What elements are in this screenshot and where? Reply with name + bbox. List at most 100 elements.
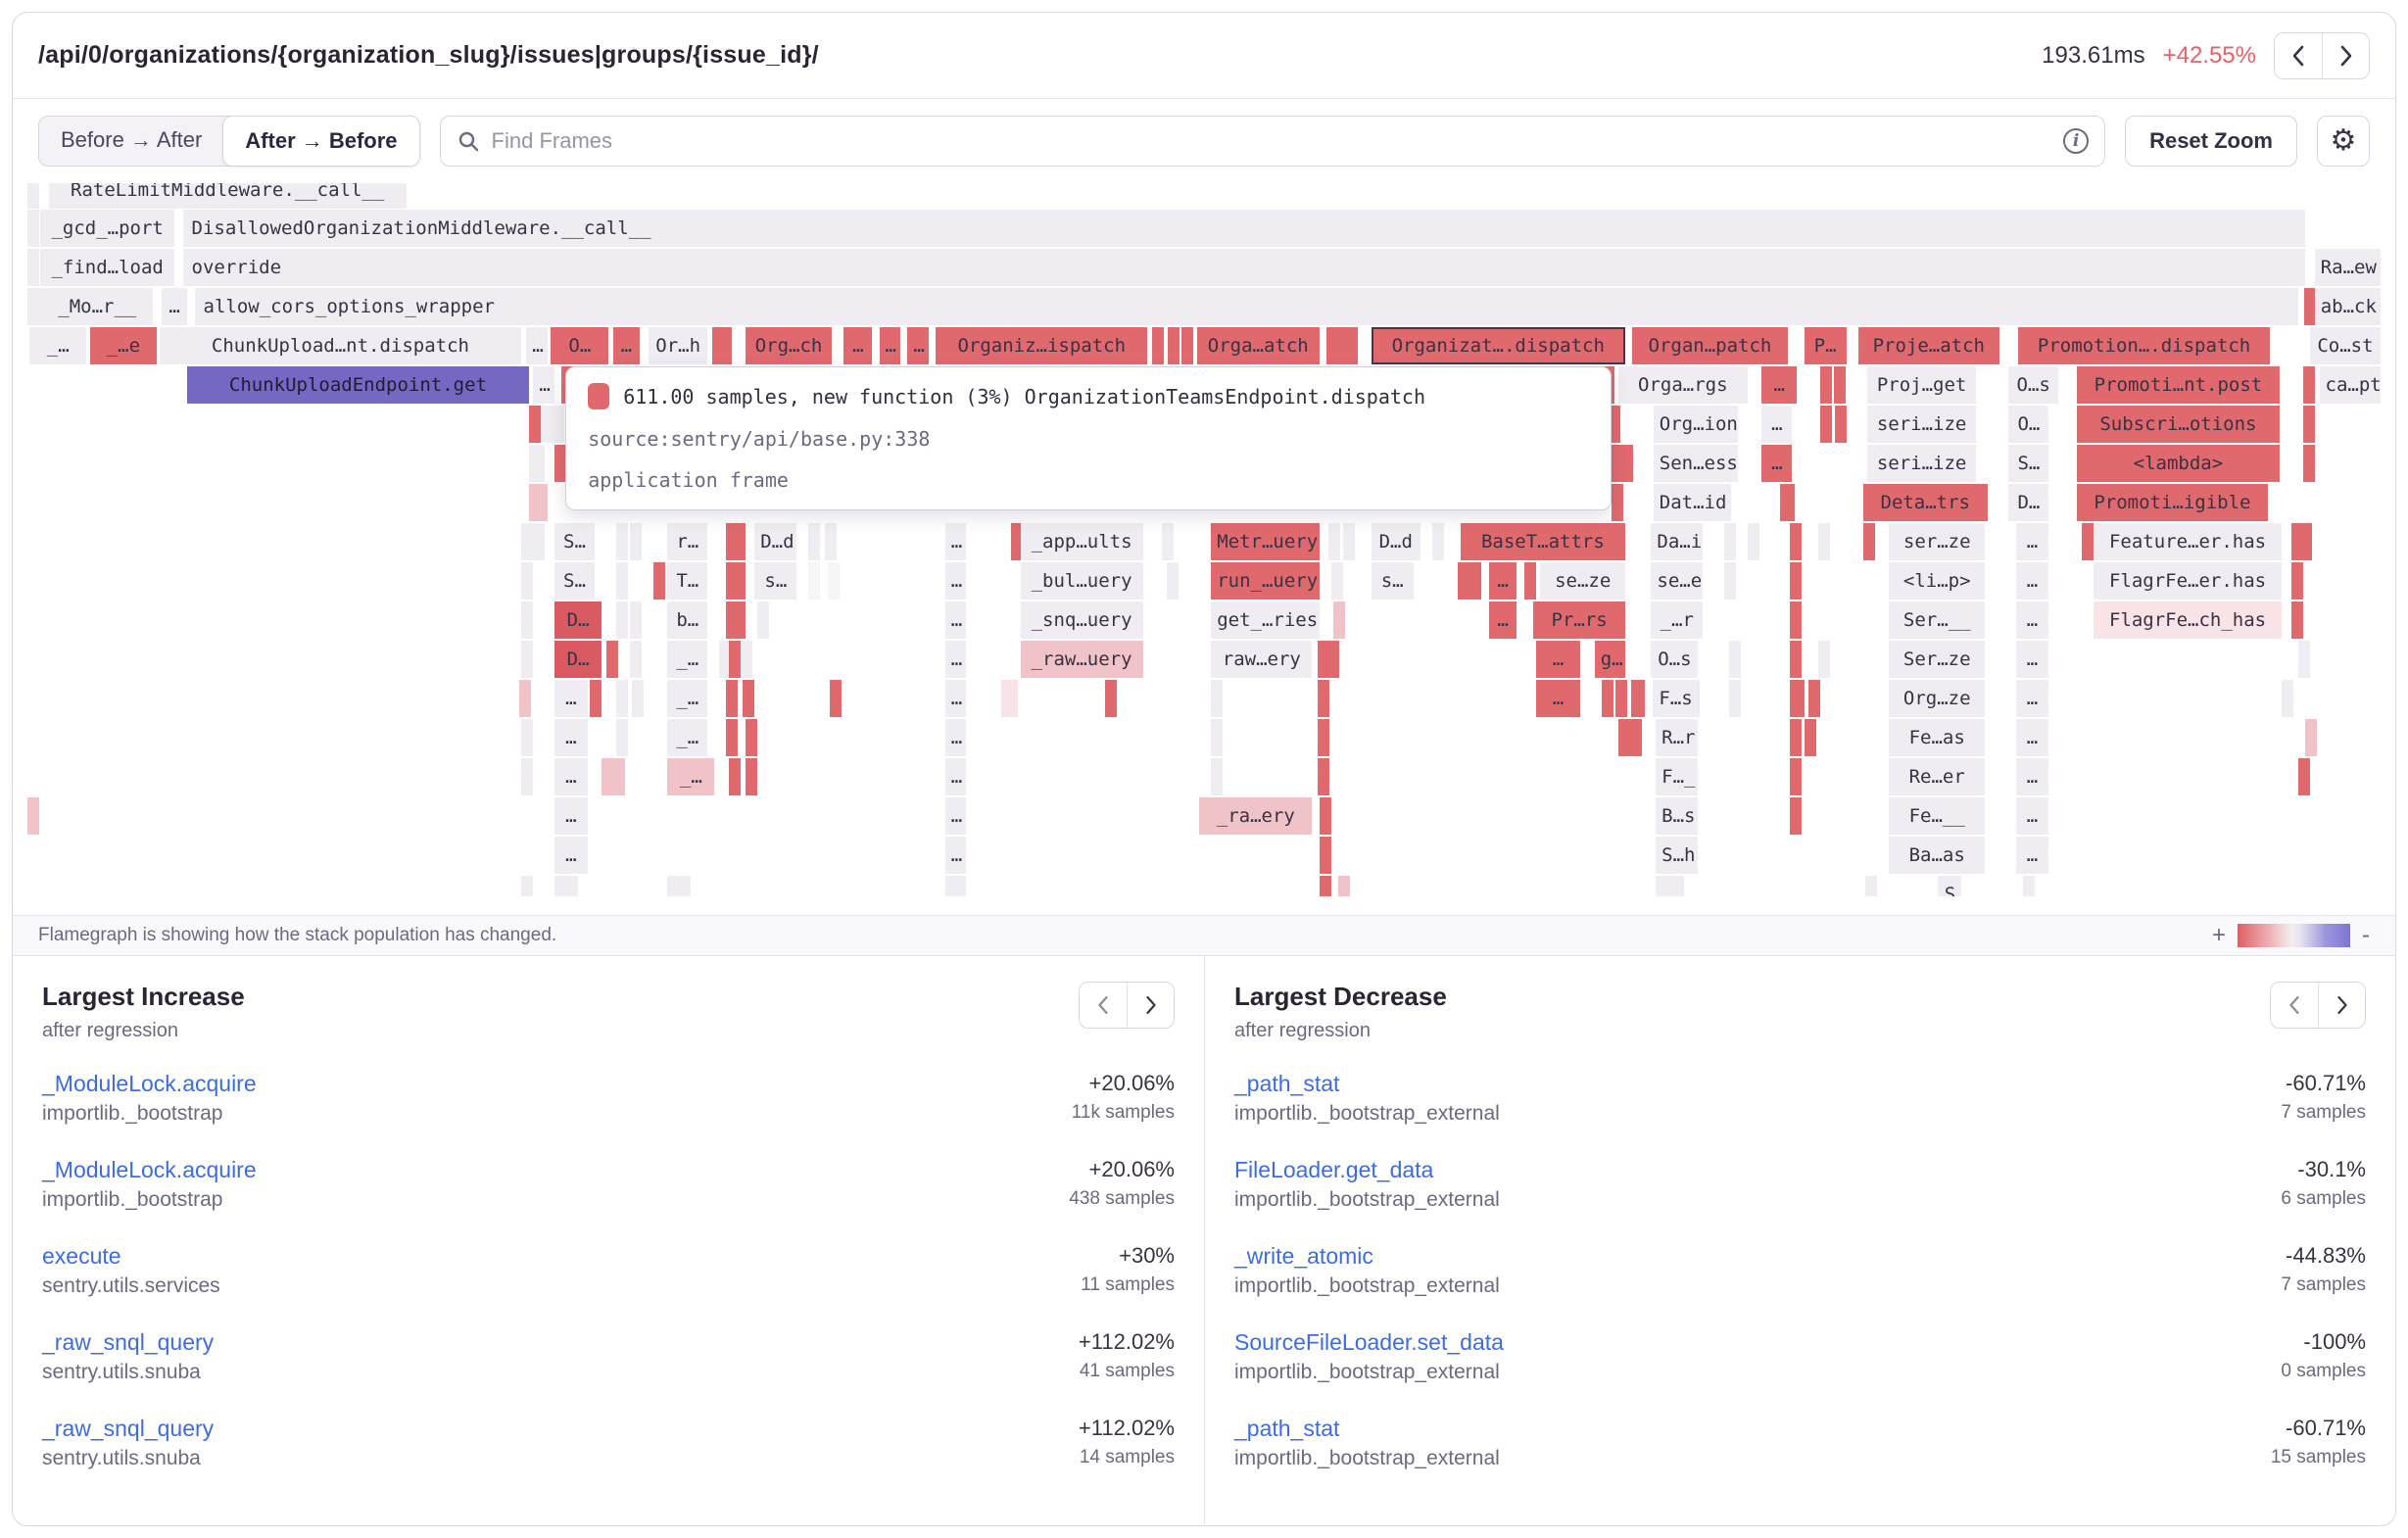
frame-box[interactable]: Or…h (649, 327, 708, 364)
frame-box[interactable] (1211, 680, 1224, 717)
frame-box[interactable]: Ba…as (1888, 837, 1986, 874)
find-frames-field[interactable]: i (439, 116, 2106, 167)
frame-box[interactable]: Promoti…igible (2077, 484, 2268, 521)
frame-box[interactable] (519, 680, 532, 717)
frame-box[interactable]: ChunkUpload…nt.dispatch (159, 327, 522, 364)
frame-box[interactable] (629, 523, 642, 560)
frame-box[interactable]: Proj…get (1867, 366, 1976, 404)
frame-box[interactable] (827, 562, 840, 600)
frame-box[interactable] (533, 523, 546, 560)
frame-box[interactable] (1834, 406, 1847, 443)
frame-box[interactable]: … (879, 327, 901, 364)
toggle-before-after[interactable]: Before → After (61, 127, 203, 152)
frame-box[interactable] (1611, 445, 1623, 482)
frame-box[interactable]: BaseT…attrs (1460, 523, 1625, 560)
frame-box[interactable]: D…d (1371, 523, 1421, 560)
frame-box[interactable]: … (944, 601, 967, 639)
frame-box[interactable] (521, 601, 534, 639)
frame-box[interactable] (726, 680, 739, 717)
frame-box[interactable]: … (1535, 680, 1581, 717)
frame-box[interactable] (2302, 406, 2315, 443)
frame-box[interactable]: … (1761, 406, 1793, 443)
frame-box[interactable] (1780, 484, 1795, 521)
frame-box[interactable]: Pr…rs (1533, 601, 1625, 639)
frame-box[interactable]: … (526, 327, 548, 364)
frame-box[interactable]: ChunkUploadEndpoint.get (187, 366, 529, 404)
frame-box[interactable] (632, 680, 645, 717)
frame-box[interactable] (528, 406, 541, 443)
frame-box[interactable]: Dat…id (1653, 484, 1732, 521)
function-link[interactable]: _ModuleLock.acquire (42, 1157, 257, 1182)
frame-box[interactable] (1330, 562, 1343, 600)
frame-box[interactable] (1318, 680, 1330, 717)
frame-box[interactable]: O… (551, 327, 609, 364)
frame-box[interactable] (554, 445, 567, 482)
frame-box[interactable] (2300, 523, 2313, 560)
frame-box[interactable] (745, 758, 757, 795)
frame-box[interactable]: … (944, 837, 967, 874)
frame-box[interactable] (728, 758, 741, 795)
frame-box[interactable]: _… (667, 758, 715, 795)
frame-box[interactable]: se…er (1651, 562, 1704, 600)
frame-box[interactable] (726, 562, 746, 600)
frame-box[interactable] (521, 758, 534, 795)
frame-box[interactable]: … (1761, 366, 1798, 404)
frame-box[interactable]: … (907, 327, 929, 364)
frame-box[interactable]: <lambda> (2077, 445, 2280, 482)
frame-box[interactable]: RateLimitMiddleware.__call__ (48, 183, 407, 209)
frame-box[interactable] (615, 601, 628, 639)
search-input[interactable] (491, 128, 2052, 154)
frame-box[interactable] (1342, 523, 1355, 560)
frame-box[interactable]: … (554, 719, 588, 756)
frame-box[interactable]: D…d (754, 523, 797, 560)
frame-box[interactable] (1319, 876, 1331, 896)
frame-box[interactable]: raw…ery (1211, 641, 1313, 678)
frame-box[interactable] (1723, 562, 1736, 600)
frame-box[interactable]: _gcd_…port (40, 210, 175, 247)
frame-box[interactable]: se…ze (1540, 562, 1625, 600)
frame-box[interactable]: Orga…rgs (1617, 366, 1748, 404)
frame-box[interactable] (2305, 719, 2318, 756)
frame-box[interactable]: T… (667, 562, 708, 600)
frame-box[interactable] (615, 523, 628, 560)
frame-box[interactable] (1161, 523, 1174, 560)
frame-box[interactable] (521, 876, 534, 896)
frame-box[interactable]: … (1488, 601, 1517, 639)
frame-box[interactable]: _… (667, 680, 708, 717)
frame-box[interactable]: … (944, 758, 967, 795)
frame-box[interactable] (615, 680, 628, 717)
frame-box[interactable]: _raw…uery (1020, 641, 1143, 678)
frame-box[interactable]: … (2015, 837, 2049, 874)
frame-box[interactable] (1152, 327, 1165, 364)
function-link[interactable]: _path_stat (1234, 1071, 1340, 1096)
frame-box[interactable]: g… (1594, 641, 1625, 678)
frame-box[interactable]: Organizat….dispatch (1371, 327, 1625, 364)
frame-box[interactable]: … (554, 758, 588, 795)
frame-box[interactable] (521, 719, 534, 756)
frame-box[interactable]: … (1488, 562, 1517, 600)
frame-box[interactable]: S… (554, 562, 595, 600)
frame-box[interactable]: … (554, 797, 588, 835)
frame-box[interactable] (1790, 601, 1803, 639)
frame-box[interactable] (2303, 288, 2316, 325)
frame-box[interactable]: FlagrFe…er.has (2093, 562, 2283, 600)
frame-box[interactable] (1011, 523, 1024, 560)
frame-box[interactable] (1790, 719, 1803, 756)
frame-box[interactable]: allow_cors_options_wrapper (194, 288, 2298, 325)
frame-box[interactable]: … (2015, 601, 2049, 639)
frame-box[interactable]: Fe…as (1888, 719, 1986, 756)
frame-box[interactable] (1790, 797, 1803, 835)
frame-box[interactable] (2302, 366, 2315, 404)
frame-box[interactable]: _bul…uery (1020, 562, 1143, 600)
frame-box[interactable] (1617, 719, 1642, 756)
frame-box[interactable]: D… (2008, 484, 2049, 521)
frame-box[interactable] (1166, 562, 1179, 600)
frame-box[interactable] (2297, 641, 2310, 678)
frame-box[interactable]: _app…ults (1020, 523, 1143, 560)
frame-box[interactable] (1630, 680, 1646, 717)
function-link[interactable]: _path_stat (1234, 1416, 1340, 1441)
frame-box[interactable]: … (1535, 641, 1581, 678)
info-icon[interactable]: i (2063, 128, 2090, 154)
frame-box[interactable] (1181, 327, 1194, 364)
frame-box[interactable]: Feature…er.has (2093, 523, 2283, 560)
